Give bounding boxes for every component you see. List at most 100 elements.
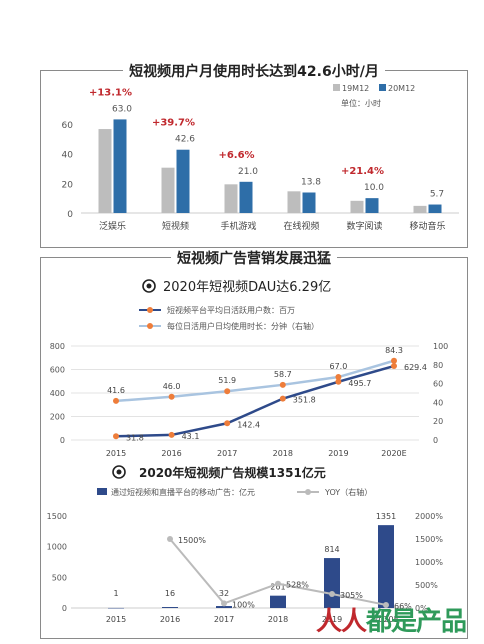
y-right-tick: 2000% — [415, 512, 443, 521]
point-yoy — [383, 601, 389, 608]
y-tick-label: 60 — [62, 121, 74, 131]
x-tick-label: 移动音乐 — [409, 220, 445, 232]
legend-label: YOY（右轴） — [324, 487, 372, 497]
y-right-tick: 80 — [433, 361, 443, 370]
data-label-ads: 1 — [113, 589, 118, 598]
y-right-tick: 100 — [433, 342, 448, 351]
data-label-usage-time: 67.0 — [329, 362, 347, 371]
point-yoy — [167, 536, 173, 542]
data-label-usage-time: 84.3 — [385, 346, 403, 355]
bar-19M12-移动音乐 — [413, 205, 427, 213]
point-usage-time — [279, 381, 286, 388]
bar-ads-2016 — [162, 607, 178, 608]
target-icon — [112, 465, 126, 479]
panel-monthly-usage: 短视频用户月使用时长达到42.6小时/月 0 20 40 60 63.0 +13.1% 泛娱… — [40, 64, 468, 248]
data-label-yoy: 528% — [286, 581, 309, 590]
data-label-ads: 1351 — [376, 512, 396, 521]
bar-20M12-在线视频 — [302, 192, 316, 213]
bar-20M12-泛娱乐 — [113, 119, 127, 213]
y-left-tick: 500 — [52, 573, 67, 582]
point-dau — [113, 433, 119, 440]
bar-20M12-手机游戏 — [239, 181, 253, 213]
bar-19M12-数字阅读 — [350, 200, 364, 213]
bar-value-label: 63.0 — [112, 104, 132, 114]
data-label-yoy: 1500% — [178, 536, 206, 545]
logo-mark: 人人 — [315, 607, 367, 637]
x-tick-label: 2017 — [217, 449, 237, 458]
unit-label: 单位：小时 — [341, 98, 381, 108]
legend-label: 20M12 — [388, 84, 415, 93]
point-dau — [168, 431, 175, 438]
bar-20M12-数字阅读 — [365, 198, 379, 213]
x-tick-label: 2015 — [106, 449, 126, 458]
growth-label: +6.6% — [218, 150, 254, 161]
growth-label: +21.4% — [341, 166, 384, 177]
legend-label: 19M12 — [342, 84, 369, 93]
x-tick-label: 短视频 — [162, 220, 189, 232]
y-left-tick: 1500 — [47, 512, 67, 521]
data-label-usage-time: 51.9 — [218, 376, 236, 385]
bar-20M12-移动音乐 — [428, 204, 442, 213]
point-usage-time — [335, 374, 342, 381]
point-dau — [391, 363, 397, 370]
y-tick-label: 20 — [62, 180, 74, 190]
y-right-tick: 40 — [433, 398, 443, 407]
point-dau — [279, 395, 286, 402]
data-label-dau: 142.4 — [237, 420, 260, 429]
y-right-tick: 0 — [433, 436, 438, 445]
legend-marker-yoy — [305, 489, 311, 495]
data-label-dau: 629.4 — [404, 363, 427, 372]
y-right-tick: 60 — [433, 380, 443, 389]
data-label-yoy: 100% — [232, 600, 255, 609]
point-yoy — [221, 600, 227, 607]
data-label-usage-time: 58.7 — [274, 370, 292, 379]
data-label-usage-time: 41.6 — [107, 386, 125, 395]
x-tick-label: 2019 — [322, 615, 342, 624]
x-tick-label: 2019 — [328, 449, 348, 458]
x-tick-label: 2017 — [214, 615, 234, 624]
data-label-ads: 16 — [165, 589, 175, 598]
bar-value-label: 10.0 — [364, 183, 384, 193]
panel1-title: 短视频用户月使用时长达到42.6小时/月 — [41, 61, 467, 81]
data-label-ads: 32 — [219, 589, 229, 598]
site-logo: 人人都是产品 — [315, 607, 467, 637]
bar-19M12-在线视频 — [287, 191, 301, 213]
data-label-dau: 351.8 — [293, 396, 316, 405]
bar-value-label: 5.7 — [430, 190, 444, 200]
data-label-dau: 495.7 — [348, 379, 371, 388]
series-line-dau — [115, 364, 395, 438]
y-left-tick: 0 — [60, 436, 65, 445]
y-right-tick: 1000% — [415, 558, 443, 567]
dau-line-chart: 2020年短视频DAU达6.29亿短视频平台平均日活跃用户数：百万每位日活用户日… — [50, 279, 448, 458]
y-left-tick: 800 — [50, 342, 65, 351]
x-tick-label: 在线视频 — [283, 220, 319, 232]
legend-swatch-ads — [97, 488, 107, 495]
x-tick-label: 2018 — [273, 449, 293, 458]
x-tick-label: 2015 — [106, 615, 126, 624]
y-left-tick: 600 — [50, 366, 65, 375]
data-label-ads: 814 — [324, 545, 339, 554]
legend-label: 短视频平台平均日活跃用户数：百万 — [167, 305, 295, 315]
bar-19M12-泛娱乐 — [98, 129, 112, 213]
y-left-tick: 1000 — [47, 543, 67, 552]
growth-label: +39.7% — [152, 118, 195, 129]
legend-swatch — [333, 84, 340, 91]
x-tick-label: 数字阅读 — [346, 220, 382, 232]
x-tick-label: 手机游戏 — [220, 220, 256, 232]
bar-ads-2020E — [378, 525, 394, 608]
data-label-dau: 43.1 — [182, 432, 200, 441]
data-label-dau: 31.8 — [126, 433, 144, 442]
bar-value-label: 42.6 — [175, 135, 195, 145]
data-label-ads: 201 — [270, 583, 285, 592]
bar-value-label: 21.0 — [238, 167, 258, 177]
y-left-tick: 400 — [50, 389, 65, 398]
x-tick-label: 2016 — [160, 615, 180, 624]
legend-swatch — [379, 84, 386, 91]
y-right-tick: 1500% — [415, 535, 443, 544]
y-tick-label: 40 — [62, 151, 74, 161]
panel-ad-growth: 短视频广告营销发展迅猛 2020年短视频DAU达6.29亿 短视频平台平均日活跃用… — [40, 251, 468, 639]
x-tick-label: 泛娱乐 — [99, 220, 126, 232]
point-usage-time — [391, 357, 397, 364]
bar-ads-2018 — [270, 595, 286, 608]
